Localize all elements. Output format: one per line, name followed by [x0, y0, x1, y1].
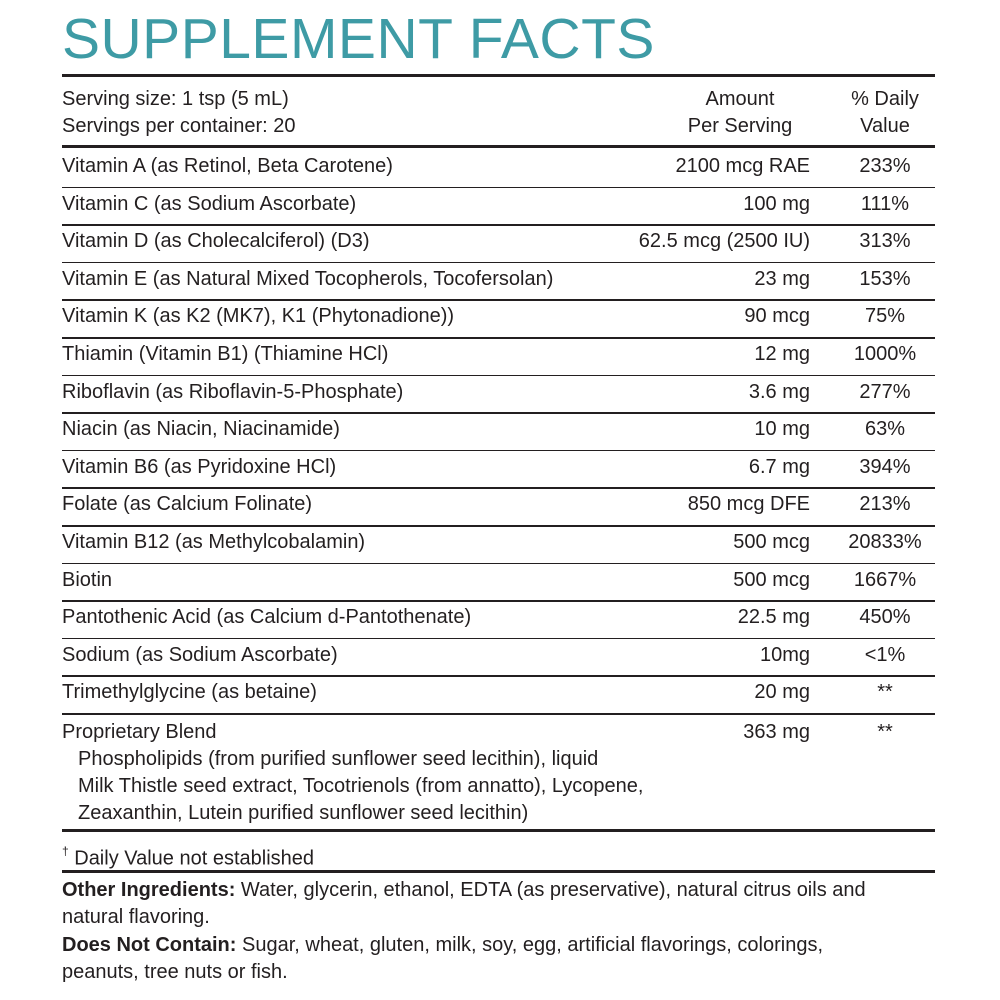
row-divider: [62, 186, 935, 189]
blend-name: Proprietary Blend: [62, 721, 217, 743]
does-not-contain-label: Does Not Contain:: [62, 934, 237, 956]
nutrient-amount: 2100 mcg RAE: [675, 155, 810, 177]
nutrient-amount: 10mg: [759, 643, 810, 666]
nutrient-daily-value: 153%: [859, 267, 911, 290]
nutrient-name: Folate (as Calcium Folinate): [62, 493, 313, 516]
nutrient-name: Vitamin D (as Cholecalciferol) (D3): [62, 230, 370, 253]
nutrient-amount: 500 mcg: [733, 531, 810, 553]
does-not-contain-text: Sugar, wheat, gluten, milk, soy, egg, ar…: [236, 934, 824, 956]
does-not-contain: Does Not Contain: Sugar, wheat, gluten, …: [62, 932, 823, 959]
row-divider: [62, 261, 935, 264]
nutrient-daily-value: 313%: [859, 230, 911, 253]
nutrient-amount: 6.7 mg: [748, 455, 810, 478]
row-divider: [62, 337, 935, 339]
row-divider: [62, 412, 935, 414]
other-ingredients: Other Ingredients: Water, glycerin, etha…: [62, 877, 866, 904]
nutrient-daily-value: 1000%: [853, 343, 917, 365]
nutrient-name: Vitamin A (as Retinol, Beta Carotene): [62, 155, 393, 177]
nutrient-name: Trimethylglycine (as betaine): [62, 681, 317, 704]
row-divider: [62, 224, 935, 226]
nutrient-daily-value: 394%: [859, 455, 911, 478]
nutrient-daily-value: <1%: [864, 643, 906, 666]
header-rule: [62, 145, 935, 148]
other-ingredients-text: Water, glycerin, ethanol, EDTA (as prese…: [235, 879, 866, 901]
dagger-symbol: †: [62, 844, 69, 858]
nutrient-name: Thiamin (Vitamin B1) (Thiamine HCl): [62, 343, 389, 365]
nutrient-amount: 62.5 mcg (2500 IU): [638, 230, 810, 253]
nutrient-daily-value: 233%: [859, 155, 911, 177]
dv-header-line1: % Daily: [851, 88, 919, 110]
nutrient-daily-value: **: [877, 681, 893, 704]
nutrient-daily-value: 277%: [859, 380, 911, 403]
blend-ingredients-line: Zeaxanthin, Lutein purified sunflower se…: [78, 802, 529, 824]
nutrient-amount: 20 mg: [754, 681, 810, 704]
nutrient-name: Sodium (as Sodium Ascorbate): [62, 643, 338, 666]
row-divider: [62, 374, 935, 377]
nutrient-name: Vitamin B6 (as Pyridoxine HCl): [62, 455, 337, 478]
nutrient-amount: 850 mcg DFE: [687, 493, 810, 516]
nutrient-amount: 90 mcg: [744, 305, 810, 328]
nutrient-amount: 10 mg: [754, 418, 810, 441]
row-divider: [62, 525, 935, 527]
nutrient-amount: 12 mg: [754, 343, 810, 365]
nutrient-daily-value: 75%: [864, 305, 906, 328]
row-divider: [62, 600, 935, 602]
row-divider: [62, 487, 935, 489]
other-ingredients-label: Other Ingredients:: [62, 879, 236, 901]
nutrient-daily-value: 1667%: [853, 568, 917, 591]
nutrient-amount: 500 mcg: [733, 568, 810, 591]
nutrient-name: Vitamin B12 (as Methylcobalamin): [62, 531, 366, 553]
row-divider: [62, 299, 935, 301]
serving-size: Serving size: 1 tsp (5 mL): [62, 88, 289, 110]
footnote: † Daily Value not established: [62, 840, 314, 873]
page-title: SUPPLEMENT FACTS: [62, 7, 655, 71]
nutrient-daily-value: 450%: [859, 606, 911, 629]
blend-dv: **: [877, 721, 893, 743]
nutrient-name: Vitamin K (as K2 (MK7), K1 (Phytonadione…: [62, 305, 455, 328]
nutrient-amount: 100 mg: [743, 192, 810, 215]
row-divider: [62, 562, 935, 565]
row-divider: [62, 449, 935, 452]
nutrient-name: Vitamin E (as Natural Mixed Tocopherols,…: [62, 267, 554, 290]
table-bottom-rule: [62, 829, 935, 832]
nutrient-name: Biotin: [62, 568, 113, 591]
row-divider: [62, 675, 935, 677]
blend-ingredients-line: Phospholipids (from purified sunflower s…: [78, 748, 599, 770]
nutrient-daily-value: 20833%: [848, 531, 922, 553]
footnote-rule: [62, 870, 935, 873]
nutrient-daily-value: 63%: [864, 418, 906, 441]
dv-header-line2: Value: [860, 115, 910, 137]
row-divider: [62, 713, 935, 715]
nutrient-name: Niacin (as Niacin, Niacinamide): [62, 418, 340, 441]
nutrient-amount: 22.5 mg: [737, 606, 810, 629]
footnote-text: Daily Value not established: [68, 847, 315, 870]
servings-per-container: Servings per container: 20: [62, 115, 296, 137]
amount-header-line1: Amount: [705, 88, 775, 110]
nutrient-name: Pantothenic Acid (as Calcium d-Pantothen…: [62, 606, 472, 629]
nutrient-amount: 23 mg: [754, 267, 810, 290]
blend-amount: 363 mg: [743, 721, 810, 743]
top-rule: [62, 74, 935, 77]
does-not-contain-cont: peanuts, tree nuts or fish.: [62, 961, 288, 983]
amount-header-line2: Per Serving: [687, 115, 793, 137]
blend-ingredients-line: Milk Thistle seed extract, Tocotrienols …: [78, 775, 644, 797]
nutrient-daily-value: 213%: [859, 493, 911, 516]
nutrient-amount: 3.6 mg: [748, 380, 810, 403]
nutrient-name: Riboflavin (as Riboflavin-5-Phosphate): [62, 380, 404, 403]
other-ingredients-cont: natural flavoring.: [62, 906, 210, 928]
nutrient-daily-value: 111%: [860, 192, 910, 215]
row-divider: [62, 637, 935, 640]
nutrient-name: Vitamin C (as Sodium Ascorbate): [62, 192, 357, 215]
